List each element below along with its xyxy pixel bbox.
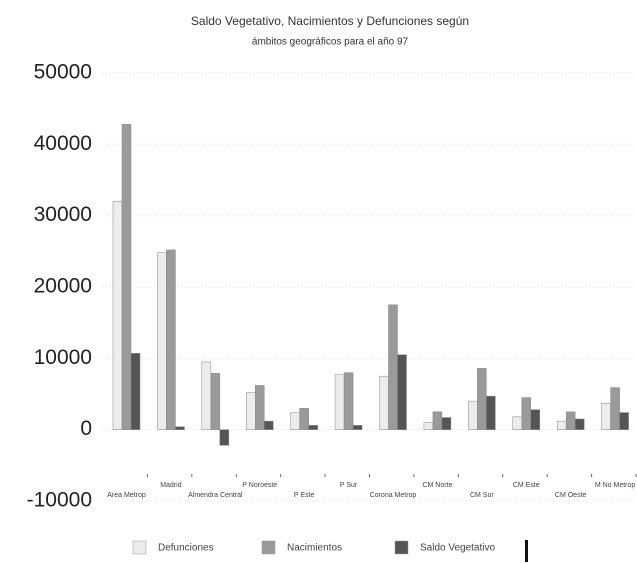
bar	[166, 249, 176, 430]
x-tick-label: M No Metrop	[595, 482, 636, 489]
bar	[264, 420, 274, 430]
x-tick-label: CM Sur	[470, 492, 494, 499]
chart-subtitle: ámbitos geográficos para el año 97	[252, 37, 409, 48]
bar	[565, 411, 576, 430]
bar	[423, 422, 434, 430]
bar	[121, 124, 132, 430]
legend-label: Defunciones	[158, 543, 214, 554]
bar	[219, 429, 230, 446]
bar	[432, 411, 443, 430]
bar	[343, 372, 354, 430]
bar	[112, 201, 123, 430]
x-tick-label: Almendra Central	[188, 492, 243, 499]
bar	[334, 374, 345, 430]
bar	[512, 416, 522, 430]
bar	[574, 418, 585, 430]
y-tick-label: 50000	[34, 61, 92, 84]
bar	[157, 252, 167, 430]
x-tick-label: P Sur	[340, 482, 358, 489]
bar	[556, 420, 567, 430]
bar	[610, 387, 620, 430]
bar	[486, 395, 496, 430]
bar	[175, 426, 185, 430]
x-tick-label: Area Metrop	[107, 492, 146, 499]
bar	[477, 368, 487, 430]
legend-label: Nacimientos	[287, 543, 342, 554]
x-tick-label: CM Norte	[422, 482, 452, 489]
bar	[210, 373, 221, 430]
x-tick-label: Madrid	[160, 482, 182, 489]
bar	[255, 385, 265, 430]
bar	[290, 412, 300, 430]
bar	[201, 361, 212, 430]
decoration	[525, 540, 528, 562]
y-tick-label: 10000	[34, 346, 92, 369]
x-tick-label: P Este	[294, 492, 315, 499]
y-tick-label: 40000	[34, 132, 92, 155]
bar	[521, 397, 531, 430]
x-tick-label: CM Este	[513, 482, 540, 489]
y-tick-label: 20000	[34, 275, 92, 298]
y-tick-label: -10000	[27, 489, 92, 512]
y-tick-label: 30000	[34, 203, 92, 226]
bar	[530, 409, 540, 430]
bar	[601, 403, 611, 430]
bar	[130, 353, 141, 430]
chart-title: Saldo Vegetativo, Nacimientos y Defuncio…	[191, 14, 469, 28]
x-tick-label: CM Oeste	[555, 492, 587, 499]
y-tick-label: 0	[80, 417, 92, 440]
bar	[397, 354, 407, 430]
bar	[246, 392, 256, 430]
legend-swatch	[132, 540, 147, 555]
bar	[299, 408, 309, 430]
bar	[468, 400, 478, 430]
legend-swatch	[261, 540, 276, 555]
bar	[352, 425, 363, 430]
bar	[308, 425, 318, 430]
bar	[441, 417, 452, 430]
x-tick-label: P Noroeste	[242, 482, 277, 489]
bar	[619, 412, 629, 430]
bar	[388, 304, 398, 430]
legend-label: Saldo Vegetativo	[420, 543, 495, 554]
bar	[379, 375, 389, 430]
x-tick-label: Corona Metrop	[370, 492, 417, 499]
legend-swatch	[394, 540, 409, 555]
